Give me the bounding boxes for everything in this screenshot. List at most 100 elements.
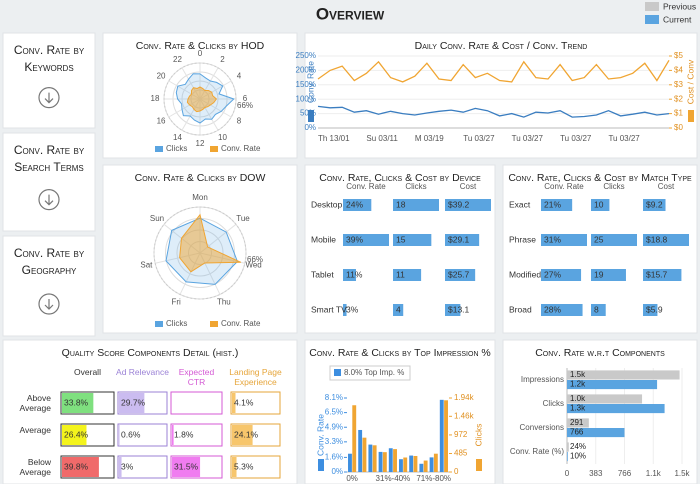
bar xyxy=(591,304,606,316)
bar xyxy=(429,457,434,472)
radar-label: 4 xyxy=(237,72,242,81)
bar xyxy=(567,428,625,438)
bar xyxy=(445,199,491,211)
legend-label: Conv. Rate xyxy=(221,319,261,328)
value-label: $18.8 xyxy=(646,234,668,244)
bar xyxy=(343,304,347,316)
card-title: Conv. Rate & Clicks by DOW xyxy=(135,172,266,184)
value-label: 39.8% xyxy=(64,461,89,471)
value-label: 28% xyxy=(544,304,561,314)
value-label: 21% xyxy=(544,199,561,209)
row-label: Above Average xyxy=(19,393,51,413)
radar-label: 14 xyxy=(173,133,182,142)
y-tick-label: 250% xyxy=(296,51,316,60)
y-tick-label: 150% xyxy=(296,80,316,89)
radar-label: 18 xyxy=(151,94,160,103)
x-tick-label: Tu 03/27 xyxy=(608,134,640,143)
y2-tick-label: $5 xyxy=(674,51,683,60)
row-label: Exact xyxy=(509,199,531,209)
y2-tick-label: 972 xyxy=(454,430,468,439)
x-tick-label: 0% xyxy=(346,474,358,483)
column-header: Clicks xyxy=(405,182,426,191)
value-label: $29.1 xyxy=(448,234,470,244)
radar-label: Wed xyxy=(245,260,261,269)
y-tick-label: 100% xyxy=(296,94,316,103)
bar xyxy=(433,453,438,472)
row-label: Average xyxy=(19,425,51,435)
legend-swatch xyxy=(645,15,659,24)
cell-bar xyxy=(119,425,120,445)
value-label: $13.1 xyxy=(448,304,470,314)
y-tick-label: 3.3% xyxy=(325,437,343,446)
y-tick-label: Conv. Rate (%) xyxy=(510,447,564,456)
bar xyxy=(348,453,352,472)
y-tick-label: 4.9% xyxy=(325,422,343,431)
download-icon xyxy=(38,189,60,211)
radar-area xyxy=(179,213,242,273)
column-header: Conv. Rate xyxy=(544,182,584,191)
row-label: Broad xyxy=(509,304,532,314)
row-label: Desktop xyxy=(311,199,342,209)
value-label: 4.1% xyxy=(234,397,254,407)
bar xyxy=(643,269,682,281)
column-header: Cost xyxy=(658,182,675,191)
card-title: Conv. Rate, Clicks & Cost by Match Type xyxy=(508,172,692,184)
value-label: 766 xyxy=(570,428,584,437)
bar xyxy=(372,445,377,472)
value-label: 1.3k xyxy=(570,404,586,413)
value-label: 18 xyxy=(396,199,406,209)
cell-bar xyxy=(232,393,236,413)
bar xyxy=(567,418,589,428)
bar xyxy=(413,455,418,472)
bar xyxy=(419,463,424,472)
radar-label: 22 xyxy=(173,55,182,64)
y-axis-key xyxy=(308,110,314,122)
x-tick-label: M 03/19 xyxy=(415,134,444,143)
bar xyxy=(567,380,658,390)
bar xyxy=(358,429,363,472)
value-label: $25.7 xyxy=(448,269,470,279)
x-tick-label: 766 xyxy=(618,469,632,478)
legend-label: Conv. Rate xyxy=(221,144,261,153)
bar xyxy=(541,234,587,246)
radar-area xyxy=(186,86,218,113)
bar xyxy=(445,269,476,281)
value-label: 3% xyxy=(346,304,359,314)
bar xyxy=(643,199,666,211)
y-tick-label: Conversions xyxy=(520,423,564,432)
value-label: 1.5k xyxy=(570,370,586,379)
download-icon xyxy=(38,86,60,109)
y2-tick-label: $3 xyxy=(674,80,683,89)
y-tick-label: Impressions xyxy=(521,375,564,384)
x-tick-label: Tu 03/27 xyxy=(512,134,544,143)
cell xyxy=(170,391,223,415)
card xyxy=(2,132,96,232)
value-label: 291 xyxy=(570,418,584,427)
value-label: 25 xyxy=(594,234,604,244)
radar-label: Thu xyxy=(217,298,231,307)
value-label: 15 xyxy=(396,234,406,244)
radial-grid xyxy=(153,206,247,300)
value-label: $9.2 xyxy=(646,199,663,209)
x-tick-label: 383 xyxy=(589,469,603,478)
y-tick-label: 1.6% xyxy=(325,452,343,461)
radar-label: 2 xyxy=(220,55,225,64)
x-tick-label: Tu 03/27 xyxy=(463,134,495,143)
value-label: 1.8% xyxy=(174,429,194,439)
x-tick-label: Th 13/01 xyxy=(318,134,350,143)
value-label: 39% xyxy=(346,234,363,244)
column-header: Overall xyxy=(74,367,101,377)
nav-title: Conv. Rate by Search Terms xyxy=(13,143,85,174)
radar-label: 16 xyxy=(157,117,166,126)
bar xyxy=(399,459,403,472)
y2-tick-label: $4 xyxy=(674,66,683,75)
value-label: 24% xyxy=(346,199,363,209)
x-tick-label: Tu 03/27 xyxy=(560,134,592,143)
x-tick-label: 31%-40% xyxy=(376,474,411,483)
radar-label: Mon xyxy=(192,193,208,202)
cell-bar xyxy=(172,425,174,445)
cell-bar xyxy=(232,457,237,477)
x-tick-label: 0 xyxy=(565,469,570,478)
bar xyxy=(567,442,569,452)
